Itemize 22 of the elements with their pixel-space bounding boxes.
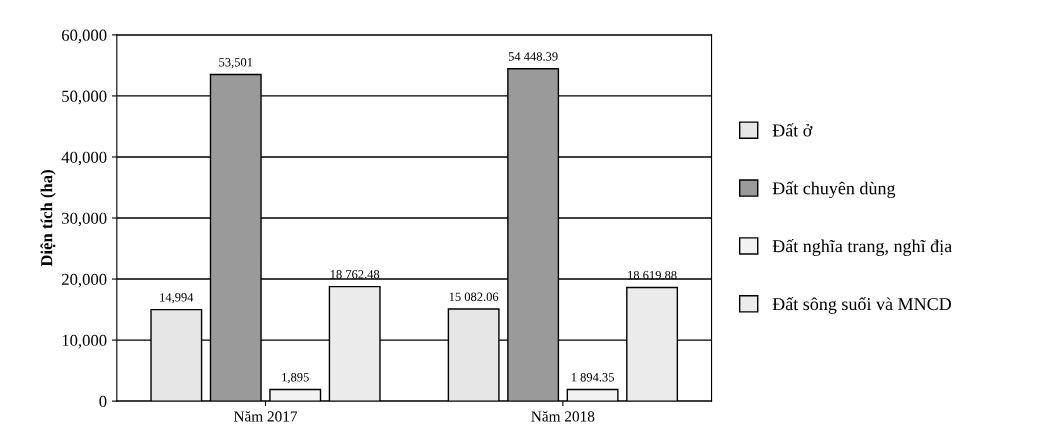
y-tick-label: 30,000: [62, 212, 107, 227]
data-label: 15 082.06: [449, 292, 499, 302]
legend-label: Đất ở: [772, 123, 813, 137]
y-tick-label: 20,000: [62, 273, 107, 288]
y-tick-label: 10,000: [62, 334, 107, 349]
x-tick-label: Năm 2017: [233, 411, 298, 422]
data-label: 18 762.48: [330, 270, 380, 279]
data-label: 1 894.35: [571, 373, 614, 382]
data-label: 1,895: [282, 373, 309, 384]
data-label: 18 619.88: [628, 270, 677, 280]
legend-label: Đất sông suối và MNCD: [772, 296, 952, 314]
y-axis-title: Diện tích (ha): [40, 170, 56, 267]
y-tick-label: 50,000: [62, 90, 107, 105]
data-label: 53,501: [219, 58, 253, 69]
y-tick-label: 60,000: [61, 29, 107, 44]
data-label: 54 448.39: [508, 52, 558, 61]
y-tick-label: 40,000: [61, 151, 107, 166]
legend-label: Đất nghĩa trang, nghĩ địa: [772, 239, 952, 256]
y-tick-label: 0: [99, 395, 107, 408]
data-label: 14,994: [160, 293, 194, 304]
legend-label: Đất chuyên dùng: [772, 181, 896, 199]
x-tick-label: Năm 2018: [531, 411, 595, 422]
